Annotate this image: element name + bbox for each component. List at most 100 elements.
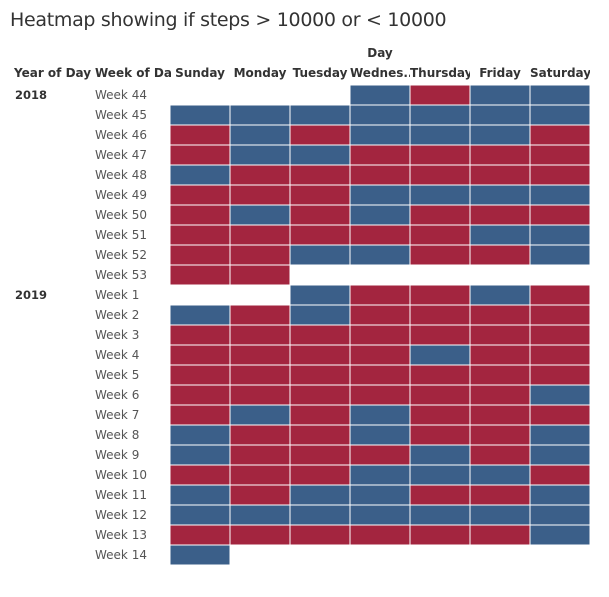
heatmap-cell[interactable] — [290, 205, 350, 225]
heatmap-cell[interactable] — [290, 525, 350, 545]
heatmap-cell[interactable] — [530, 525, 590, 545]
heatmap-cell[interactable] — [170, 345, 230, 365]
heatmap-cell[interactable] — [470, 285, 530, 305]
heatmap-cell[interactable] — [530, 145, 590, 165]
heatmap-cell[interactable] — [230, 145, 290, 165]
heatmap-cell[interactable] — [170, 425, 230, 445]
heatmap-cell[interactable] — [170, 105, 230, 125]
heatmap-cell[interactable] — [230, 345, 290, 365]
heatmap-cell[interactable] — [410, 445, 470, 465]
heatmap-cell[interactable] — [410, 305, 470, 325]
heatmap-cell[interactable] — [530, 225, 590, 245]
heatmap-cell[interactable] — [410, 485, 470, 505]
heatmap-cell[interactable] — [350, 425, 410, 445]
heatmap-cell[interactable] — [470, 225, 530, 245]
heatmap-cell[interactable] — [230, 325, 290, 345]
heatmap-cell[interactable] — [230, 105, 290, 125]
heatmap-cell[interactable] — [350, 305, 410, 325]
heatmap-cell[interactable] — [290, 285, 350, 305]
heatmap-cell[interactable] — [290, 305, 350, 325]
heatmap-cell[interactable] — [410, 425, 470, 445]
heatmap-cell[interactable] — [470, 325, 530, 345]
heatmap-cell[interactable] — [170, 225, 230, 245]
heatmap-cell[interactable] — [230, 465, 290, 485]
heatmap-cell[interactable] — [290, 105, 350, 125]
heatmap-cell[interactable] — [350, 405, 410, 425]
heatmap-cell[interactable] — [530, 245, 590, 265]
heatmap-cell[interactable] — [170, 505, 230, 525]
heatmap-cell[interactable] — [470, 345, 530, 365]
heatmap-cell[interactable] — [290, 225, 350, 245]
heatmap-cell[interactable] — [470, 305, 530, 325]
heatmap-cell[interactable] — [230, 385, 290, 405]
heatmap-cell[interactable] — [410, 385, 470, 405]
heatmap-cell[interactable] — [230, 245, 290, 265]
heatmap-cell[interactable] — [230, 185, 290, 205]
heatmap-cell[interactable] — [470, 385, 530, 405]
heatmap-cell[interactable] — [230, 365, 290, 385]
heatmap-cell[interactable] — [230, 525, 290, 545]
heatmap-cell[interactable] — [410, 145, 470, 165]
heatmap-cell[interactable] — [230, 425, 290, 445]
heatmap-cell[interactable] — [230, 305, 290, 325]
heatmap-cell[interactable] — [530, 185, 590, 205]
heatmap-cell[interactable] — [230, 165, 290, 185]
heatmap-cell[interactable] — [230, 485, 290, 505]
heatmap-cell[interactable] — [530, 445, 590, 465]
heatmap-cell[interactable] — [350, 225, 410, 245]
heatmap-cell[interactable] — [410, 225, 470, 245]
heatmap-cell[interactable] — [170, 165, 230, 185]
heatmap-cell[interactable] — [290, 165, 350, 185]
heatmap-cell[interactable] — [290, 465, 350, 485]
heatmap-cell[interactable] — [290, 425, 350, 445]
heatmap-cell[interactable] — [290, 145, 350, 165]
heatmap-cell[interactable] — [410, 525, 470, 545]
heatmap-cell[interactable] — [470, 525, 530, 545]
heatmap-cell[interactable] — [470, 105, 530, 125]
heatmap-cell[interactable] — [170, 305, 230, 325]
heatmap-cell[interactable] — [230, 505, 290, 525]
heatmap-cell[interactable] — [170, 145, 230, 165]
heatmap-cell[interactable] — [350, 205, 410, 225]
heatmap-cell[interactable] — [350, 525, 410, 545]
heatmap-cell[interactable] — [530, 205, 590, 225]
heatmap-cell[interactable] — [530, 85, 590, 105]
heatmap-cell[interactable] — [530, 125, 590, 145]
heatmap-cell[interactable] — [350, 285, 410, 305]
heatmap-cell[interactable] — [410, 365, 470, 385]
heatmap-cell[interactable] — [470, 145, 530, 165]
heatmap-cell[interactable] — [290, 245, 350, 265]
heatmap-cell[interactable] — [170, 465, 230, 485]
heatmap-cell[interactable] — [530, 385, 590, 405]
heatmap-cell[interactable] — [470, 85, 530, 105]
heatmap-cell[interactable] — [530, 405, 590, 425]
heatmap-cell[interactable] — [530, 105, 590, 125]
heatmap-cell[interactable] — [290, 365, 350, 385]
heatmap-cell[interactable] — [470, 445, 530, 465]
heatmap-cell[interactable] — [290, 445, 350, 465]
heatmap-cell[interactable] — [230, 445, 290, 465]
heatmap-cell[interactable] — [170, 325, 230, 345]
heatmap-cell[interactable] — [530, 425, 590, 445]
heatmap-cell[interactable] — [470, 165, 530, 185]
heatmap-cell[interactable] — [530, 465, 590, 485]
heatmap-cell[interactable] — [350, 345, 410, 365]
heatmap-cell[interactable] — [170, 545, 230, 565]
heatmap-cell[interactable] — [470, 425, 530, 445]
heatmap-cell[interactable] — [170, 525, 230, 545]
heatmap-cell[interactable] — [470, 485, 530, 505]
heatmap-cell[interactable] — [410, 165, 470, 185]
heatmap-cell[interactable] — [470, 405, 530, 425]
heatmap-cell[interactable] — [170, 245, 230, 265]
heatmap-cell[interactable] — [410, 325, 470, 345]
heatmap-cell[interactable] — [350, 325, 410, 345]
heatmap-cell[interactable] — [470, 465, 530, 485]
heatmap-cell[interactable] — [350, 165, 410, 185]
heatmap-cell[interactable] — [410, 285, 470, 305]
heatmap-cell[interactable] — [170, 205, 230, 225]
heatmap-cell[interactable] — [530, 485, 590, 505]
heatmap-cell[interactable] — [470, 205, 530, 225]
heatmap-cell[interactable] — [410, 125, 470, 145]
heatmap-cell[interactable] — [350, 445, 410, 465]
heatmap-cell[interactable] — [350, 185, 410, 205]
